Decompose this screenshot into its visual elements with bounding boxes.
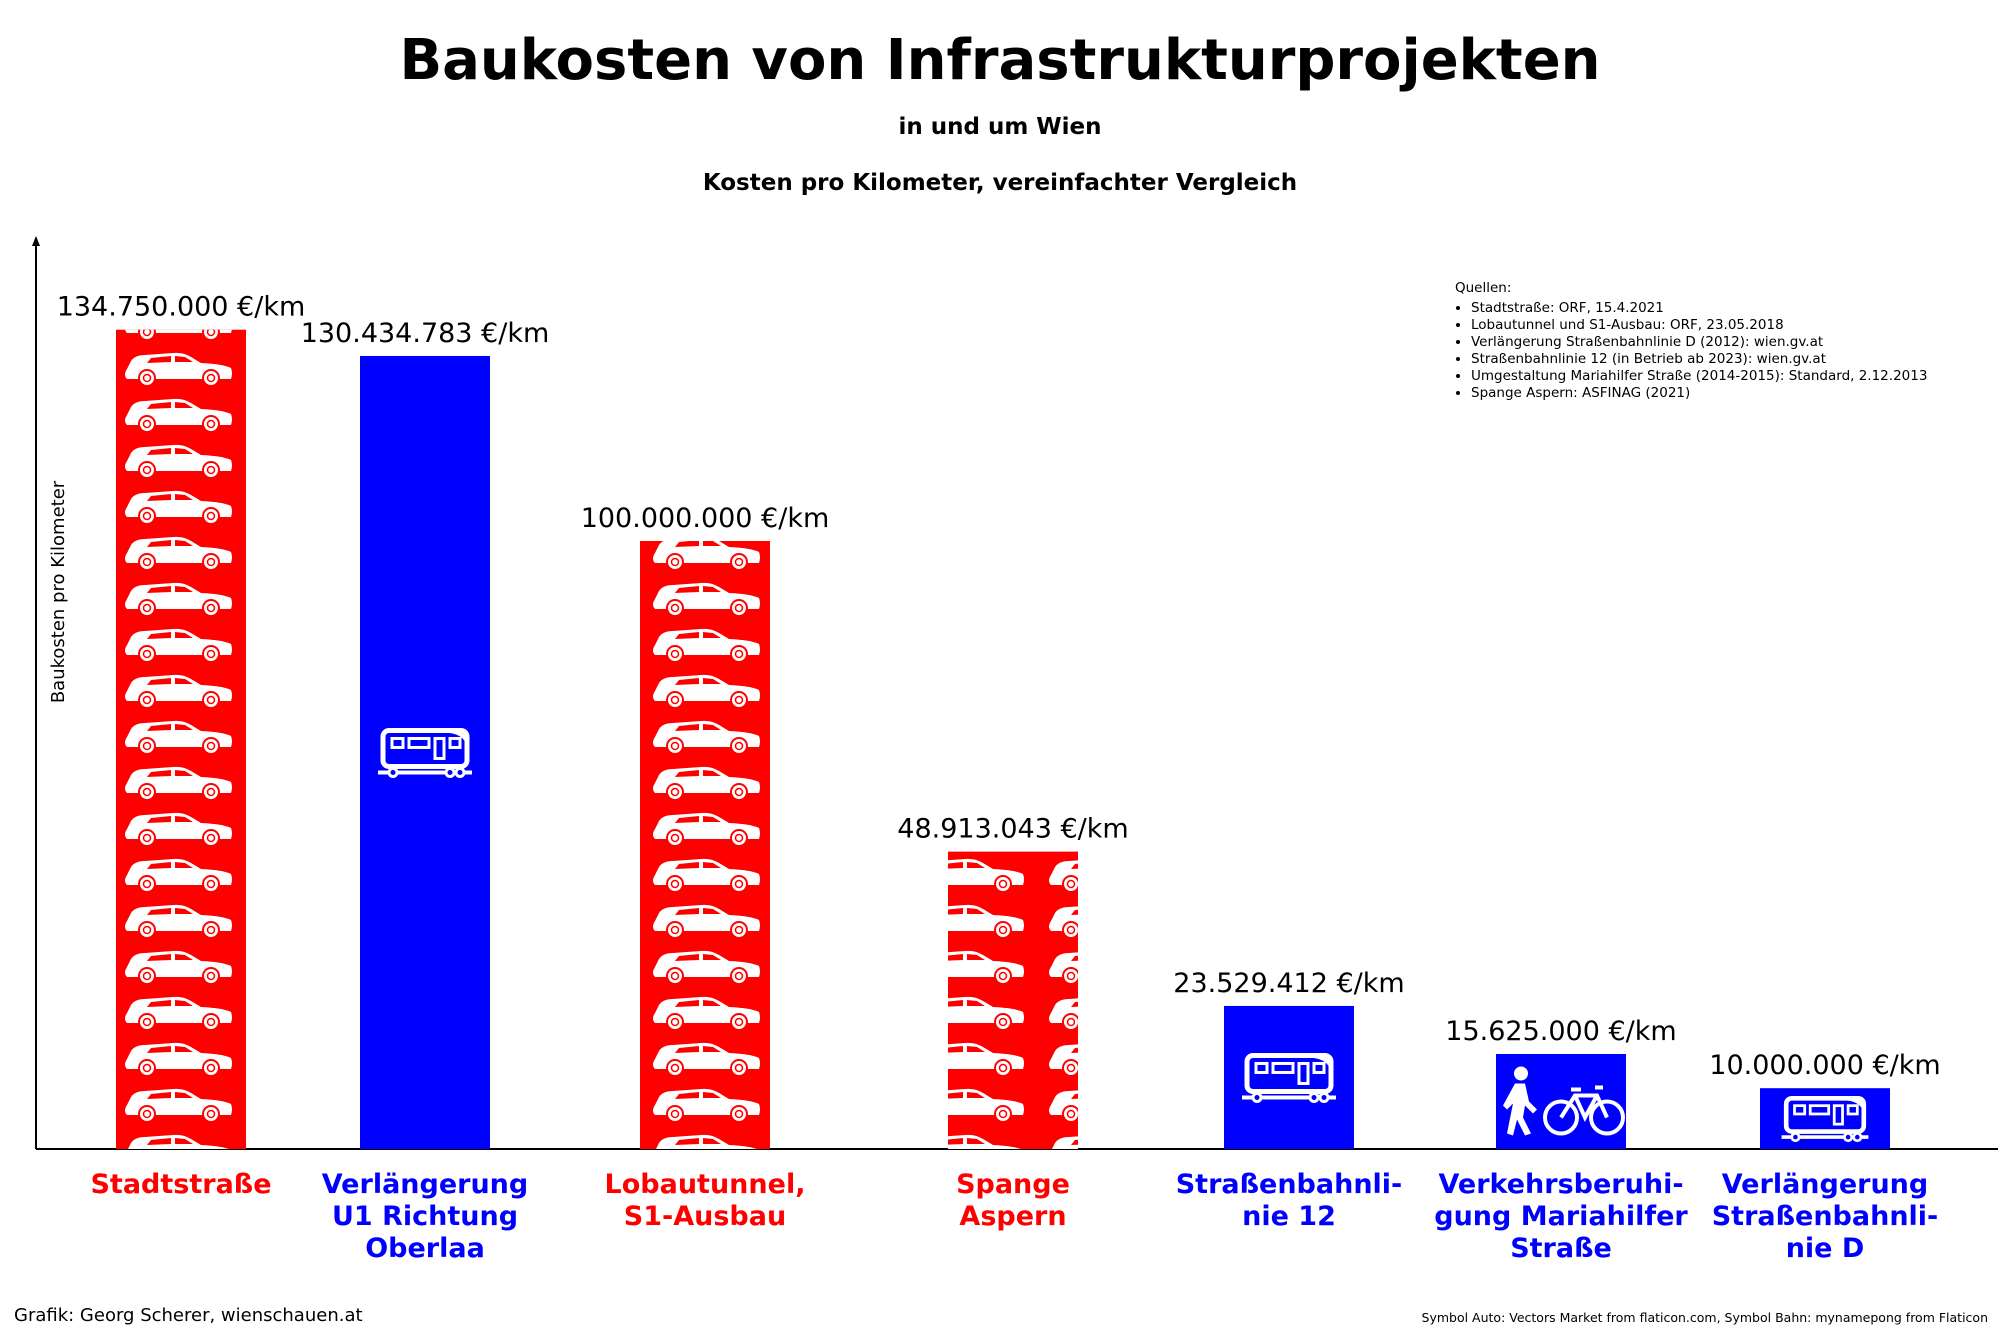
y-axis-label: Baukosten pro Kilometer bbox=[48, 480, 69, 703]
chart-title: Baukosten von Infrastrukturprojekten bbox=[399, 28, 1601, 93]
chart-subtitle: in und um Wien bbox=[898, 114, 1102, 140]
car-icon bbox=[116, 329, 246, 1150]
x-tick-label: nie D bbox=[1786, 1233, 1865, 1264]
source-item: Straßenbahnlinie 12 (in Betrieb ab 2023)… bbox=[1471, 351, 1927, 368]
x-tick-label: U1 Richtung bbox=[332, 1201, 518, 1232]
bar bbox=[360, 355, 490, 1149]
x-tick-label: Straßenbahnli- bbox=[1712, 1201, 1939, 1232]
chart-subtitle-secondary: Kosten pro Kilometer, vereinfachter Verg… bbox=[702, 170, 1298, 196]
data-label: 130.434.783 €/km bbox=[301, 318, 550, 349]
x-tick-label: Spange bbox=[956, 1169, 1070, 1200]
icon-credit: Symbol Auto: Vectors Market from flatico… bbox=[1421, 1310, 1988, 1325]
x-tick-label: Stadtstraße bbox=[90, 1169, 271, 1200]
data-label: 15.625.000 €/km bbox=[1445, 1016, 1676, 1047]
car-icon bbox=[948, 851, 1078, 1149]
author-credit: Grafik: Georg Scherer, wienschauen.at bbox=[14, 1305, 363, 1326]
x-tick-label: Straßenbahnli- bbox=[1176, 1169, 1403, 1200]
source-item: Stadtstraße: ORF, 15.4.2021 bbox=[1471, 300, 1927, 317]
x-tick-label: Verlängerung bbox=[322, 1169, 528, 1200]
sources-list: Stadtstraße: ORF, 15.4.2021 Lobautunnel … bbox=[1455, 300, 1927, 402]
data-label: 10.000.000 €/km bbox=[1709, 1050, 1940, 1081]
source-item: Lobautunnel und S1-Ausbau: ORF, 23.05.20… bbox=[1471, 317, 1927, 334]
y-axis-arrow bbox=[32, 236, 40, 246]
source-item: Umgestaltung Mariahilfer Straße (2014-20… bbox=[1471, 368, 1927, 385]
sources-heading: Quellen: bbox=[1455, 280, 1512, 296]
x-tick-label: Lobautunnel, bbox=[605, 1169, 806, 1200]
sources-box: Quellen: Stadtstraße: ORF, 15.4.2021 Lob… bbox=[1455, 280, 1927, 402]
data-label: 100.000.000 €/km bbox=[581, 503, 830, 534]
data-label: 48.913.043 €/km bbox=[897, 814, 1128, 845]
x-tick-label: Verkehrsberuhi- bbox=[1438, 1169, 1683, 1200]
x-tick-label: Aspern bbox=[959, 1201, 1066, 1232]
data-label: 23.529.412 €/km bbox=[1173, 968, 1404, 999]
source-item: Spange Aspern: ASFINAG (2021) bbox=[1471, 385, 1927, 402]
data-label: 134.750.000 €/km bbox=[57, 292, 306, 323]
x-tick-label: nie 12 bbox=[1242, 1201, 1336, 1232]
x-tick-label: Oberlaa bbox=[365, 1233, 485, 1264]
x-tick-label: Straße bbox=[1510, 1233, 1612, 1264]
car-icon bbox=[640, 541, 770, 1149]
x-tick-label: Verlängerung bbox=[1722, 1169, 1928, 1200]
x-tick-label: S1-Ausbau bbox=[624, 1201, 786, 1232]
source-item: Verlängerung Straßenbahnlinie D (2012): … bbox=[1471, 334, 1927, 351]
x-tick-label: gung Mariahilfer bbox=[1434, 1201, 1688, 1232]
bar bbox=[1224, 1005, 1354, 1149]
